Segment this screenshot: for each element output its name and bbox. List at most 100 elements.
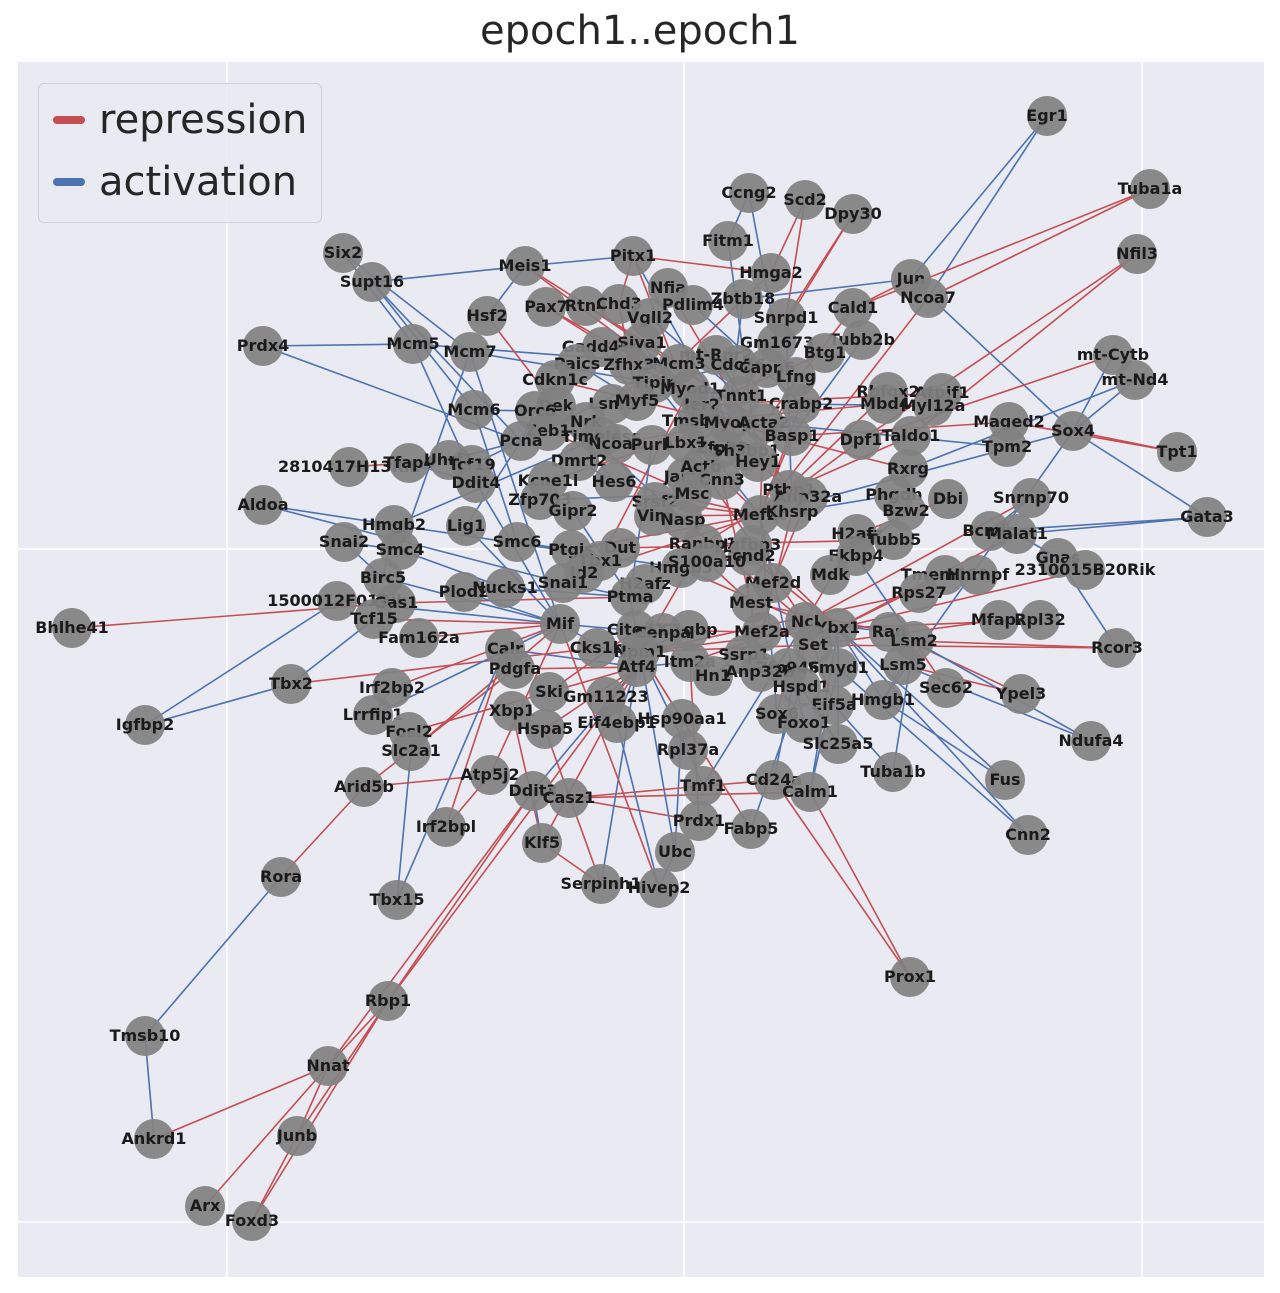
node-circle (781, 384, 821, 424)
node-circle (958, 555, 998, 595)
node-circle (908, 278, 948, 318)
node-label: Tcf15 (350, 609, 398, 628)
node: Six2 (323, 233, 363, 273)
node-circle (790, 772, 830, 812)
node: Rpl37a (657, 730, 719, 770)
edge-repression (568, 785, 704, 799)
node: Plod2 (439, 572, 489, 612)
node-circle (818, 648, 858, 688)
edge-repression (773, 779, 911, 978)
node: Pdlim4 (662, 285, 724, 325)
node: Cd24a (746, 760, 802, 800)
node-label: Atp5j2 (460, 765, 519, 784)
node-label: Gm11223 (563, 687, 648, 706)
node-label: Dpy30 (824, 204, 881, 223)
edge-repression (632, 255, 772, 274)
node-circle (731, 809, 771, 849)
node-circle (525, 709, 565, 749)
node: Ccng2 (721, 173, 777, 213)
edge-activation (396, 648, 506, 901)
node-circle (581, 864, 621, 904)
node-circle (1115, 360, 1155, 400)
node-label: Mif (546, 614, 575, 633)
node-circle (566, 286, 606, 326)
node-circle (1065, 550, 1105, 590)
node-label: Scd2 (783, 190, 827, 209)
node-circle (549, 778, 589, 818)
node-circle (683, 766, 723, 806)
node-label: Egr1 (1026, 106, 1067, 125)
node: Pitx1 (610, 236, 656, 276)
node-circle (865, 384, 905, 424)
node: Cald1 (828, 288, 878, 328)
node-circle (261, 857, 301, 897)
node: Cnn3 (699, 460, 745, 500)
node-label: Fus (989, 770, 1020, 789)
node-circle (890, 957, 930, 997)
node-label: Chd3 (596, 294, 642, 313)
legend-label: repression (99, 97, 308, 143)
edge-repression (812, 644, 1118, 649)
node-circle (754, 760, 794, 800)
node-circle (883, 645, 923, 685)
node-label: Smc4 (376, 540, 425, 559)
edge-activation (144, 600, 338, 726)
node-label: Fitm1 (702, 231, 754, 250)
node: Fam162a (378, 618, 460, 658)
node: Dbi (928, 479, 968, 519)
node-label: Smyd1 (807, 658, 868, 677)
node: Tpm2 (982, 427, 1032, 467)
legend-item-repression: repression (53, 97, 308, 143)
node-circle (818, 724, 858, 764)
node-label: Set (798, 635, 828, 654)
node-circle (308, 1046, 348, 1086)
node-label: Tubb5 (867, 530, 922, 549)
node-label: Pitx1 (610, 246, 656, 265)
node-circle (271, 664, 311, 704)
node-label: Hspa5 (517, 719, 573, 738)
node-circle (446, 506, 486, 546)
node-label: Irf2bpl (416, 817, 476, 836)
node-circle (501, 421, 541, 461)
node-circle (377, 880, 417, 920)
node-circle (1011, 478, 1051, 518)
node-label: Zbtb18 (711, 289, 775, 308)
node: Lrrfip1 (343, 695, 403, 735)
edge-activation (371, 281, 522, 442)
node: Mcm7 (443, 332, 497, 372)
node-label: Foxd3 (225, 1211, 279, 1230)
node: Rbp1 (365, 981, 411, 1021)
node-label: 2310015B20Rik (1015, 560, 1156, 579)
node: Hn1 (693, 656, 733, 696)
node: Crabp2 (769, 384, 833, 424)
node: Ncoa7 (900, 278, 956, 318)
edge-repression (251, 1000, 389, 1222)
node-circle (1020, 600, 1060, 640)
node: Ankrd1 (122, 1119, 186, 1159)
node-label: Msc (675, 484, 710, 503)
edge-activation (473, 409, 518, 543)
node-circle (243, 485, 283, 525)
node-circle (559, 441, 599, 481)
node-circle (324, 522, 364, 562)
node: Zfp703 (508, 480, 572, 520)
node-label: Tubb2b (829, 330, 895, 349)
node: Hsf2 (466, 296, 508, 336)
node-label: Tbx2 (269, 674, 313, 693)
node-label: Smc6 (493, 532, 542, 551)
node: Sox4 (1051, 411, 1095, 451)
node-circle (740, 495, 780, 535)
node-label: Lbx1 (664, 433, 707, 452)
node: Serpinh1 (560, 864, 642, 904)
node: Pdgfa (489, 649, 541, 689)
node-label: Sec62 (919, 678, 973, 697)
node: Supt16 (340, 262, 404, 302)
node: Purb (631, 425, 673, 465)
node-circle (1053, 411, 1093, 451)
node-circle (1157, 432, 1197, 472)
node: Nfil3 (1116, 234, 1158, 274)
activation-swatch (53, 178, 85, 186)
node-circle (805, 333, 845, 373)
node-circle (708, 221, 748, 261)
node: Junb (276, 1116, 317, 1156)
